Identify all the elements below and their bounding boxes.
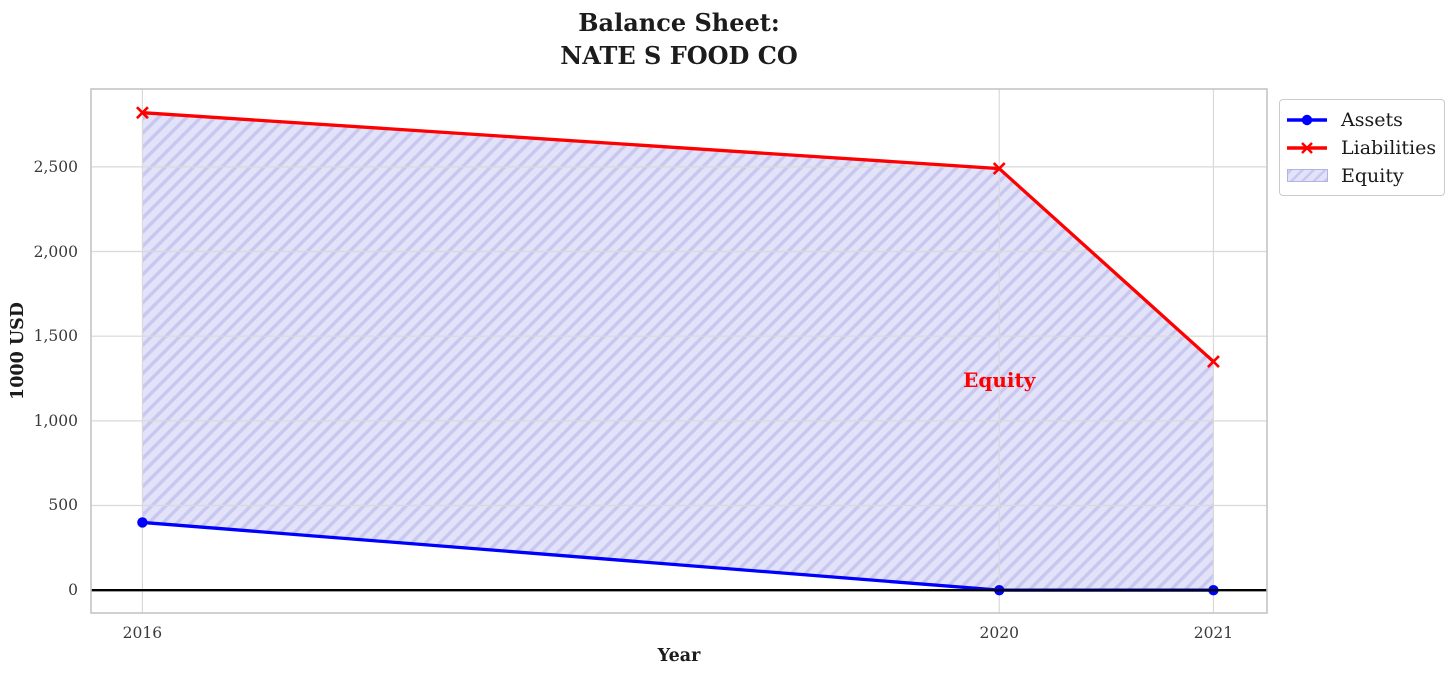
legend-row-liabilities: Liabilities (1286, 135, 1437, 160)
x-tick-label: 2020 (979, 624, 1019, 642)
equity-annotation: Equity (963, 368, 1036, 393)
liabilities-marker (135, 106, 149, 120)
liabilities-marker (992, 162, 1006, 175)
legend-label-assets: Assets (1341, 108, 1403, 131)
x-axis-label: Year (657, 646, 701, 666)
legend-label-equity: Equity (1341, 164, 1404, 187)
equity-patch-swatch-icon (1286, 169, 1328, 182)
y-tick-label: 500 (48, 496, 78, 515)
liabilities-marker (1207, 355, 1220, 369)
x-tick-label: 2021 (1193, 624, 1234, 642)
y-tick-label: 2,500 (33, 157, 78, 176)
chart-title: Balance Sheet: NATE S FOOD CO (560, 6, 797, 72)
chart-title-line-1: Balance Sheet: (578, 8, 780, 37)
liabilities-line-swatch-icon (1286, 138, 1328, 158)
legend-row-equity: Equity (1286, 163, 1435, 188)
legend-label-liabilities: Liabilities (1341, 136, 1437, 159)
plot-border (90, 88, 1268, 614)
legend: Assets Liabilities Equity (1279, 99, 1445, 196)
x-tick-label: 2016 (122, 624, 163, 642)
legend-row-assets: Assets (1286, 107, 1435, 132)
y-tick-label: 0 (68, 581, 78, 600)
equity-fill-area (142, 112, 1214, 591)
assets-marker (137, 517, 148, 528)
y-axis-label: 1000 USD (8, 302, 28, 400)
assets-line-swatch-icon (1286, 110, 1328, 130)
y-tick-label: 1,000 (33, 411, 78, 430)
y-tick-label: 2,000 (33, 242, 78, 261)
y-tick-label: 1,500 (33, 327, 78, 346)
chart-title-line-2: NATE S FOOD CO (560, 41, 798, 70)
